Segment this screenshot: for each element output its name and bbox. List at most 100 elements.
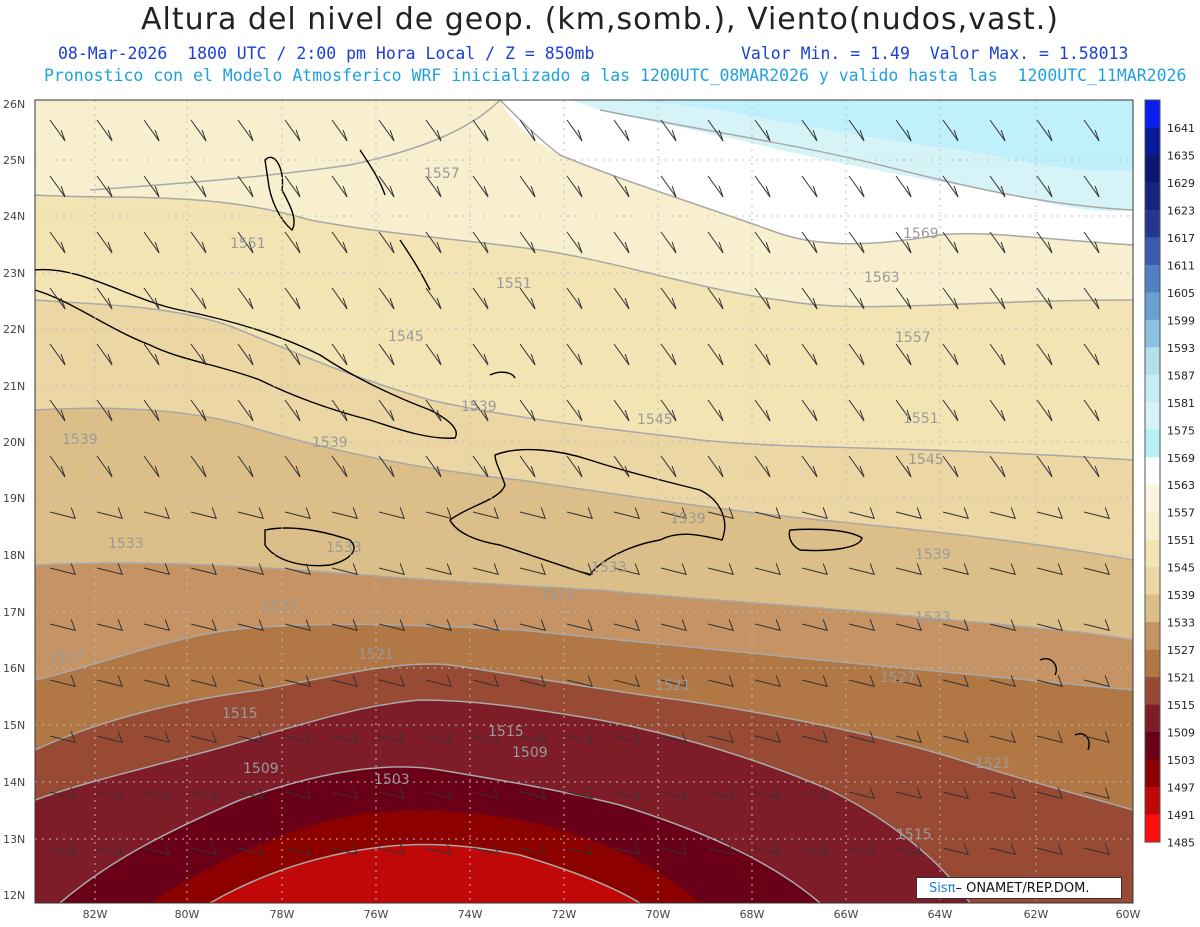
wind-barb — [707, 119, 724, 142]
wind-barb — [425, 175, 442, 198]
wind-barb — [566, 119, 583, 142]
colorbar-swatch — [1145, 594, 1160, 623]
contour-label: 1515 — [488, 724, 524, 740]
wind-barb — [848, 507, 875, 520]
wind-barb — [96, 287, 113, 310]
wind-barb — [660, 287, 677, 310]
wind-barb — [472, 675, 499, 688]
wind-barb — [848, 787, 875, 800]
wind-barb — [331, 287, 348, 310]
lat-label: 23N — [3, 267, 25, 280]
wind-barb — [425, 787, 452, 800]
wind-barb — [331, 455, 348, 478]
valid-time-line: 08-Mar-2026 1800 UTC / 2:00 pm Hora Loca… — [58, 44, 595, 63]
wind-barb — [1036, 343, 1053, 366]
wind-barb — [284, 175, 301, 198]
colorbar-swatch — [1145, 814, 1160, 843]
wind-barb — [566, 399, 583, 422]
wind-barb — [49, 619, 76, 632]
wind-barb — [942, 507, 969, 520]
wind-barb — [425, 619, 452, 632]
colorbar-label: 1569 — [1167, 452, 1195, 465]
wind-barb — [519, 231, 536, 254]
lat-label: 22N — [3, 323, 25, 336]
wind-barb — [143, 119, 160, 142]
wind-barb — [49, 287, 66, 310]
wind-barb — [284, 843, 311, 856]
wind-barb — [1036, 843, 1063, 856]
colorbar-label: 1599 — [1167, 314, 1195, 327]
colorbar-label: 1515 — [1167, 699, 1195, 712]
wind-barb — [425, 287, 442, 310]
contour-label: 1551 — [903, 411, 939, 427]
wind-barb — [613, 455, 630, 478]
wind-barb — [989, 287, 1006, 310]
wind-barb — [143, 455, 160, 478]
contour-label: 1539 — [461, 399, 497, 415]
colorbar-swatch — [1145, 457, 1160, 486]
wind-barb — [942, 787, 969, 800]
wind-barb — [660, 119, 677, 142]
wind-barb — [49, 675, 76, 688]
colorbar-swatch — [1145, 237, 1160, 266]
colorbar-swatch — [1145, 787, 1160, 816]
wind-barb — [754, 507, 781, 520]
wind-barb — [331, 619, 358, 632]
wind-barb — [378, 175, 395, 198]
wind-barb — [331, 843, 358, 856]
wind-barb — [895, 619, 922, 632]
contour-label: 1533 — [915, 610, 951, 626]
wind-barb — [143, 563, 170, 576]
wind-barb — [566, 455, 583, 478]
wind-barb — [378, 507, 405, 520]
wind-barb — [566, 787, 593, 800]
wind-barb — [942, 563, 969, 576]
wind-barb — [1083, 787, 1110, 800]
wind-barb — [848, 455, 865, 478]
wind-barb — [895, 507, 922, 520]
wind-barb — [801, 175, 818, 198]
wind-barb — [96, 619, 123, 632]
wind-barb — [707, 787, 734, 800]
wind-barb — [472, 231, 489, 254]
wind-barb — [848, 119, 865, 142]
wind-barb — [96, 787, 123, 800]
contour-label: 1557 — [895, 330, 931, 346]
wind-barb — [472, 843, 499, 856]
wind-barb — [989, 675, 1016, 688]
wind-barb — [613, 343, 630, 366]
wind-barb — [566, 843, 593, 856]
wind-barb — [1083, 507, 1110, 520]
wind-barb — [848, 399, 865, 422]
wind-barb — [895, 843, 922, 856]
wind-barb — [284, 287, 301, 310]
wind-barb — [942, 843, 969, 856]
wind-barb — [472, 619, 499, 632]
wind-barb — [472, 287, 489, 310]
wind-barb — [707, 507, 734, 520]
wind-barb — [848, 343, 865, 366]
contour-label: 1515 — [222, 706, 258, 722]
wind-barb — [1036, 787, 1063, 800]
wind-barb — [1083, 231, 1100, 254]
colorbar-label: 1587 — [1167, 369, 1195, 382]
wind-barb — [237, 563, 264, 576]
wind-barb — [1036, 455, 1053, 478]
lon-label: 82W — [83, 908, 108, 921]
contour-label: 1533 — [108, 536, 144, 552]
sispi-logo: Sisπ — [929, 881, 956, 896]
wind-barb — [1083, 343, 1100, 366]
colorbar-swatch — [1145, 539, 1160, 568]
wind-barb — [942, 455, 959, 478]
wind-barb — [49, 399, 66, 422]
contour-label: 1521 — [540, 586, 576, 602]
colorbar-label: 1551 — [1167, 534, 1195, 547]
wind-barb — [378, 843, 405, 856]
wind-barb — [284, 787, 311, 800]
wind-barb — [1036, 231, 1053, 254]
lat-label: 20N — [3, 436, 25, 449]
contour-label: 1569 — [903, 226, 939, 242]
wind-barb — [613, 175, 630, 198]
wind-barb — [237, 287, 254, 310]
colorbar-swatch — [1145, 292, 1160, 321]
